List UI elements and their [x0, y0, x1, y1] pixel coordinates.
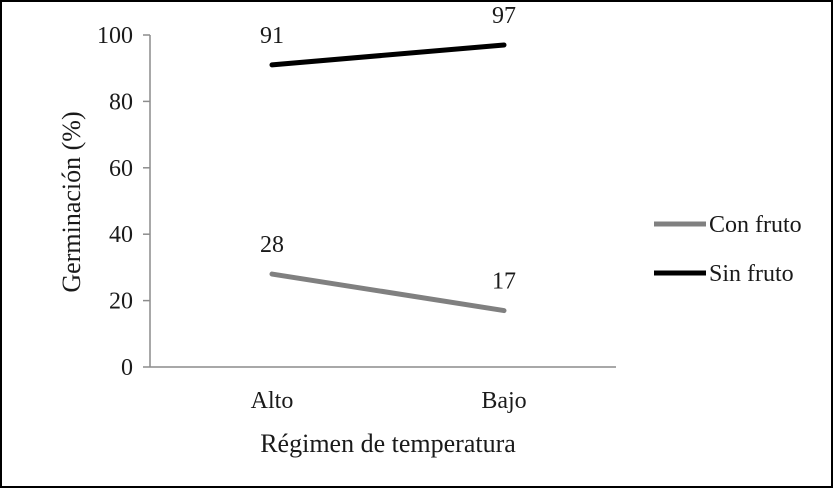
legend-label: Con fruto — [709, 212, 802, 238]
data-label: 97 — [492, 3, 516, 29]
series-line-sin-fruto — [269, 42, 507, 68]
legend: Con fruto Sin fruto — [654, 212, 802, 287]
y-tick-labels: 0 20 40 60 80 100 — [97, 23, 133, 381]
x-tick-label: Bajo — [481, 388, 526, 414]
y-tick-label: 40 — [109, 222, 133, 248]
series-line-con-fruto — [269, 271, 507, 314]
data-labels: 28 17 91 97 — [260, 3, 516, 295]
data-label: 17 — [492, 269, 516, 295]
series-lines — [269, 42, 507, 314]
legend-label: Sin fruto — [709, 261, 794, 287]
y-tick-label: 0 — [121, 355, 133, 381]
x-axis-title: Régimen de temperatura — [260, 429, 516, 458]
x-tick-label: Alto — [251, 388, 294, 414]
y-tick-label: 80 — [109, 89, 133, 115]
y-tick-label: 100 — [97, 23, 133, 49]
y-tick-label: 60 — [109, 156, 133, 182]
y-axis-title: Germinación (%) — [57, 111, 86, 292]
data-label: 91 — [260, 23, 284, 49]
axes — [143, 34, 616, 368]
y-tick-label: 20 — [109, 289, 133, 315]
x-tick-labels: Alto Bajo — [251, 388, 527, 414]
data-label: 28 — [260, 232, 284, 258]
